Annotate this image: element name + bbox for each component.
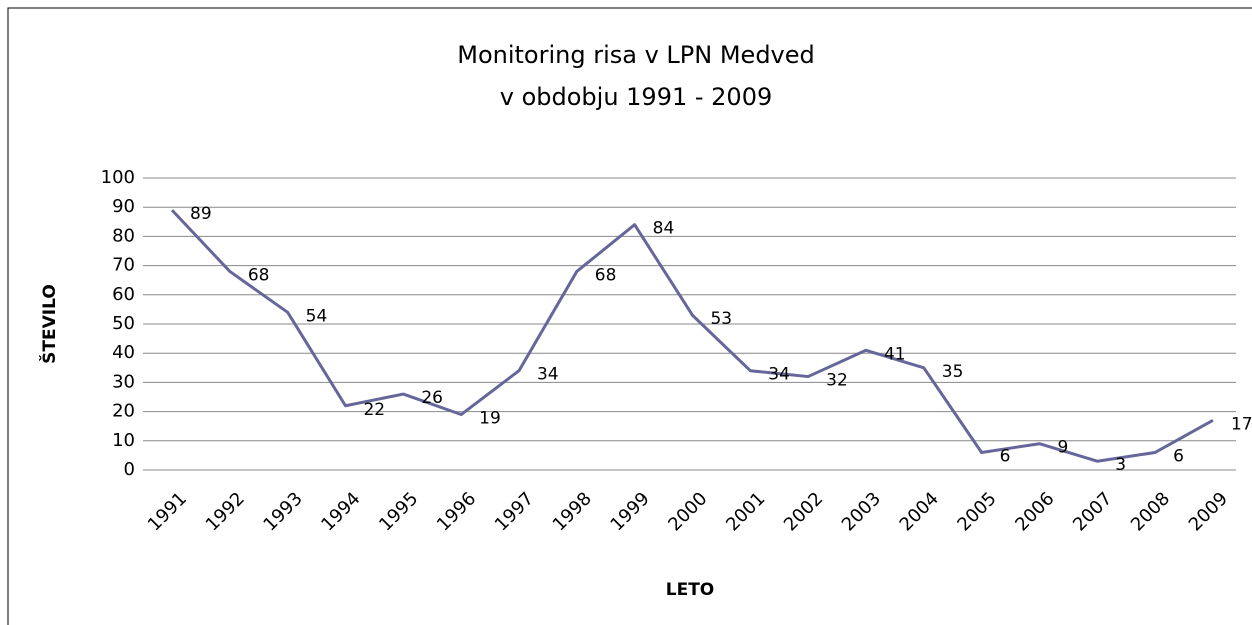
data-label: 32	[826, 371, 848, 391]
y-tick-label: 30	[112, 371, 135, 392]
data-label: 9	[1057, 438, 1068, 458]
x-tick-label: 2007	[1069, 488, 1116, 535]
x-tick-label: 1998	[549, 488, 596, 535]
y-tick-label: 0	[124, 459, 135, 480]
x-tick-label: 1995	[375, 488, 422, 535]
x-tick-label: 1997	[491, 488, 538, 535]
data-label: 6	[1000, 446, 1011, 466]
x-tick-label: 1992	[202, 488, 249, 535]
x-tick-label: 1996	[433, 488, 480, 535]
data-label: 19	[479, 409, 501, 429]
y-tick-label: 100	[101, 167, 135, 188]
data-label: 34	[537, 365, 559, 385]
data-label: 68	[595, 265, 617, 285]
y-tick-label: 50	[112, 313, 135, 334]
data-label: 68	[248, 265, 270, 285]
x-axis-label: LETO	[666, 580, 715, 600]
y-tick-label: 90	[112, 196, 135, 217]
data-line	[170, 209, 1214, 463]
data-label: 22	[363, 400, 385, 420]
data-label: 53	[710, 309, 732, 329]
y-tick-label: 20	[112, 401, 135, 422]
data-label: 35	[942, 362, 964, 382]
data-label: 54	[306, 306, 328, 326]
x-tick-label: 2009	[1185, 488, 1232, 535]
data-label: 17	[1231, 414, 1252, 434]
data-label: 41	[884, 344, 906, 364]
chart-frame	[7, 7, 1252, 625]
y-tick-label: 10	[112, 430, 135, 451]
x-tick-label: 2000	[664, 488, 711, 535]
y-tick-label: 70	[112, 255, 135, 276]
x-tick-label: 2005	[953, 488, 1000, 535]
y-tick-label: 80	[112, 225, 135, 246]
x-tick-label: 2003	[838, 488, 885, 535]
y-tick-label: 40	[112, 342, 135, 363]
data-label: 89	[190, 204, 212, 224]
x-tick-label: 1994	[317, 488, 364, 535]
data-label: 6	[1173, 446, 1184, 466]
x-tick-label: 2008	[1127, 488, 1174, 535]
data-label: 84	[653, 219, 675, 239]
y-axis-label: ŠTEVILO	[38, 284, 60, 364]
x-tick-label: 1999	[606, 488, 653, 535]
data-label: 34	[768, 365, 790, 385]
y-tick-label: 60	[112, 284, 135, 305]
data-label: 26	[421, 388, 443, 408]
x-tick-label: 1993	[259, 488, 306, 535]
x-tick-label: 2002	[780, 488, 827, 535]
x-tick-label: 2004	[896, 488, 943, 535]
chart-subtitle: v obdobju 1991 - 2009	[500, 83, 772, 111]
x-tick-label: 2001	[722, 488, 769, 535]
data-label: 3	[1115, 455, 1126, 475]
chart-title: Monitoring risa v LPN Medved	[457, 41, 815, 69]
x-tick-label: 1991	[144, 488, 191, 535]
x-tick-label: 2006	[1011, 488, 1058, 535]
